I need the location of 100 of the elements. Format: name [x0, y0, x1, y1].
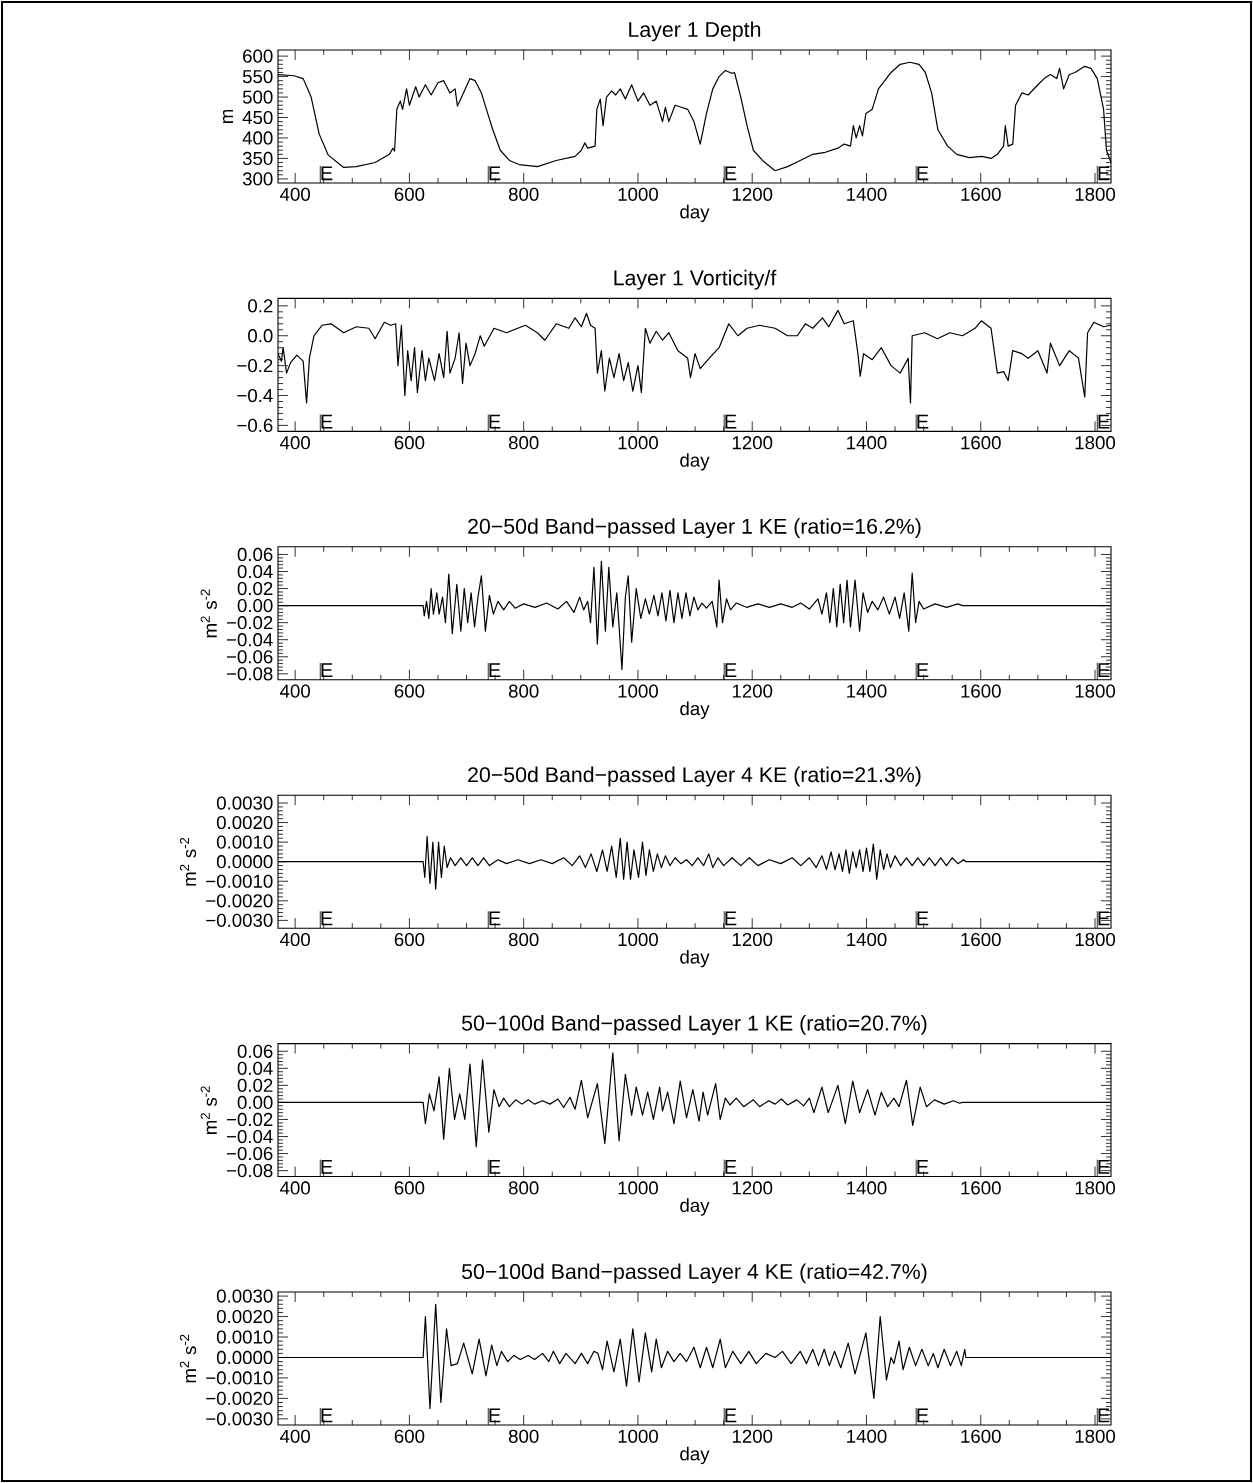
y-tick-label: 0.02 [237, 1078, 273, 1092]
x-tick-label: 800 [508, 684, 539, 698]
x-axis-title: day [680, 1446, 710, 1465]
x-tick-label: 1400 [847, 187, 887, 201]
x-tick-label: 1600 [961, 187, 1001, 201]
y-tick-label: −0.08 [226, 667, 273, 681]
y-tick-label: −0.2 [237, 359, 273, 373]
ref-line-label: E [917, 414, 929, 429]
x-tick-label: 1800 [1075, 436, 1116, 450]
x-tick-label: 800 [508, 187, 539, 201]
ref-line-label: E [489, 414, 501, 429]
chart-title: Layer 1 Vorticity/f [614, 269, 777, 290]
y-tick-label: −0.4 [237, 388, 273, 403]
x-tick-label: 400 [279, 436, 310, 450]
ref-line-label: E [489, 166, 501, 181]
x-tick-label: 1000 [618, 187, 658, 201]
y-axis-title: m$^{2}$ s$^{-2}$ [200, 589, 217, 638]
ref-line-label: E [917, 663, 929, 677]
chart-title: 50−100d Band−passed Layer 1 KE (ratio=20.7%) [462, 1015, 927, 1035]
y-tick-label: 0.0030 [216, 796, 273, 810]
ref-line-label: E [725, 166, 737, 181]
x-tick-label: 1800 [1075, 684, 1116, 698]
ref-line-label: E [489, 911, 501, 926]
x-tick-label: 1400 [847, 932, 887, 947]
ref-line-label: E [321, 1159, 333, 1174]
x-tick-label: 1600 [961, 1181, 1001, 1195]
x-axis-title: day [680, 1198, 710, 1216]
ref-line-label: E [725, 1159, 737, 1174]
ref-line-label: E [1098, 166, 1110, 181]
y-tick-label: 500 [242, 90, 273, 104]
y-tick-label: −0.0010 [206, 874, 273, 888]
y-tick-label: 0.04 [237, 564, 273, 579]
y-tick-label: −0.0020 [206, 1391, 273, 1406]
x-tick-label: 1200 [732, 1181, 773, 1195]
y-tick-label: −0.06 [226, 650, 273, 664]
x-tick-label: 1600 [961, 1429, 1001, 1443]
x-axis-title: day [680, 949, 710, 968]
ref-line-label: E [321, 1408, 333, 1423]
y-tick-label: −0.0020 [206, 894, 273, 908]
x-tick-label: 600 [394, 1181, 425, 1195]
x-tick-label: 1600 [961, 932, 1001, 947]
chart-title: 50−100d Band−passed Layer 4 KE (ratio=42.7%) [462, 1263, 927, 1284]
x-tick-label: 600 [394, 684, 425, 698]
y-axis-title: m$^{2}$ s$^{-2}$ [200, 1086, 217, 1134]
y-tick-label: 550 [242, 69, 273, 84]
y-tick-label: 0.0020 [216, 815, 273, 830]
ref-line-label: E [321, 414, 333, 429]
y-tick-label: 0.04 [237, 1061, 273, 1075]
y-tick-label: 0.2 [248, 299, 273, 313]
y-tick-label: −0.06 [226, 1146, 273, 1161]
y-tick-label: 0.06 [237, 547, 273, 562]
ref-line-label: E [725, 1408, 737, 1423]
x-tick-label: 800 [508, 932, 539, 947]
x-tick-label: 600 [394, 1429, 425, 1443]
x-tick-label: 400 [279, 187, 310, 201]
y-tick-label: 0.0000 [216, 855, 273, 869]
x-tick-label: 1000 [618, 932, 658, 947]
y-tick-label: 600 [243, 49, 273, 63]
x-tick-label: 800 [508, 436, 539, 450]
x-axis-title: day [680, 204, 710, 223]
y-tick-label: 0.0 [248, 329, 273, 343]
ref-line-label: E [725, 663, 737, 677]
y-tick-label: −0.02 [226, 1112, 273, 1127]
chart-title: 20−50d Band−passed Layer 1 KE (ratio=16.2%) [468, 518, 921, 539]
y-tick-label: 300 [242, 172, 273, 186]
ref-line-label: E [1098, 1408, 1110, 1423]
x-tick-label: 1600 [961, 684, 1001, 698]
y-tick-label: 0.0000 [216, 1350, 273, 1365]
ref-line-label: E [321, 166, 333, 181]
x-axis-title: day [680, 453, 710, 471]
y-tick-label: 0.06 [237, 1044, 273, 1058]
y-tick-label: 0.00 [237, 598, 273, 613]
x-tick-label: 1400 [847, 684, 887, 698]
x-tick-label: 400 [279, 1181, 310, 1195]
ref-line-label: E [917, 911, 929, 926]
ref-line-label: E [917, 1159, 929, 1174]
x-tick-label: 1000 [618, 1181, 658, 1195]
x-tick-label: 1000 [618, 1429, 658, 1443]
y-tick-label: 0.0010 [216, 1330, 273, 1344]
ref-line-label: E [321, 911, 333, 926]
x-tick-label: 1800 [1075, 1429, 1116, 1443]
chart-title: 20−50d Band−passed Layer 4 KE (ratio=21.3%) [468, 766, 921, 787]
y-tick-label: −0.0010 [206, 1371, 273, 1385]
y-tick-label: 0.00 [237, 1095, 273, 1110]
x-axis-title: day [680, 701, 710, 719]
x-tick-label: 1200 [732, 932, 773, 947]
y-tick-label: 0.02 [237, 581, 273, 596]
x-tick-label: 1800 [1075, 932, 1116, 947]
x-tick-label: 400 [279, 932, 310, 947]
y-tick-label: −0.02 [226, 616, 273, 630]
x-tick-label: 1800 [1075, 187, 1116, 201]
x-tick-label: 400 [279, 1429, 310, 1443]
x-tick-label: 1400 [847, 1181, 887, 1195]
y-tick-label: 450 [242, 110, 273, 125]
y-axis-title: m$^{2}$ s$^{-2}$ [179, 1334, 197, 1383]
y-tick-label: 0.0010 [216, 835, 273, 849]
ref-line-label: E [489, 1408, 501, 1423]
y-axis-title: m [222, 109, 233, 124]
y-tick-label: −0.6 [237, 418, 273, 433]
x-tick-label: 1400 [847, 1429, 887, 1443]
